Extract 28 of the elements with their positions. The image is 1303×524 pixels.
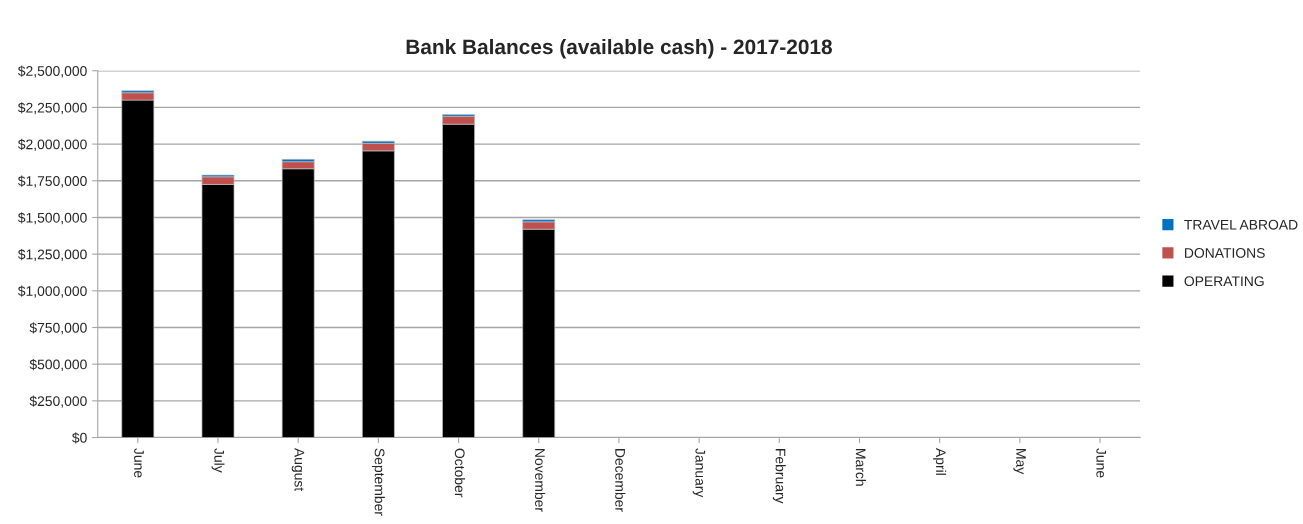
- chart-title: Bank Balances (available cash) - 2017-2018: [406, 38, 832, 59]
- x-tick-label: December: [615, 449, 626, 512]
- x-tick-label: January: [692, 448, 706, 498]
- y-tick-label: $1,500,000: [17, 212, 87, 225]
- x-tick-label: June: [134, 448, 144, 478]
- legend-label: TRAVEL ABROAD: [1184, 219, 1298, 230]
- y-tick-label: $1,750,000: [17, 175, 87, 188]
- y-tick-label: $2,500,000: [17, 65, 87, 78]
- y-tick-label: $500,000: [29, 358, 87, 371]
- x-tick-label: March: [855, 449, 866, 486]
- x-tick-label: October: [454, 448, 466, 498]
- y-tick-label: $250,000: [29, 395, 87, 408]
- y-tick-label: $1,000,000: [17, 285, 87, 298]
- y-tick-label: $2,250,000: [17, 102, 87, 115]
- x-tick-label: November: [535, 449, 546, 512]
- y-tick-label: $1,250,000: [17, 248, 87, 261]
- x-tick-label: September: [371, 448, 385, 516]
- y-tick-label: $0: [72, 432, 87, 444]
- x-tick-label: June: [1096, 448, 1106, 478]
- x-tick-label: July: [211, 448, 225, 473]
- x-tick-label: April: [933, 447, 947, 475]
- x-tick-label: May: [1013, 449, 1026, 475]
- y-tick-label: $750,000: [29, 322, 87, 335]
- legend-label: DONATIONS: [1185, 248, 1265, 258]
- legend-label: OPERATING: [1184, 276, 1264, 287]
- y-tick-label: $2,000,000: [17, 138, 87, 151]
- x-tick-label: August: [291, 447, 305, 492]
- x-tick-label: February: [772, 449, 786, 504]
